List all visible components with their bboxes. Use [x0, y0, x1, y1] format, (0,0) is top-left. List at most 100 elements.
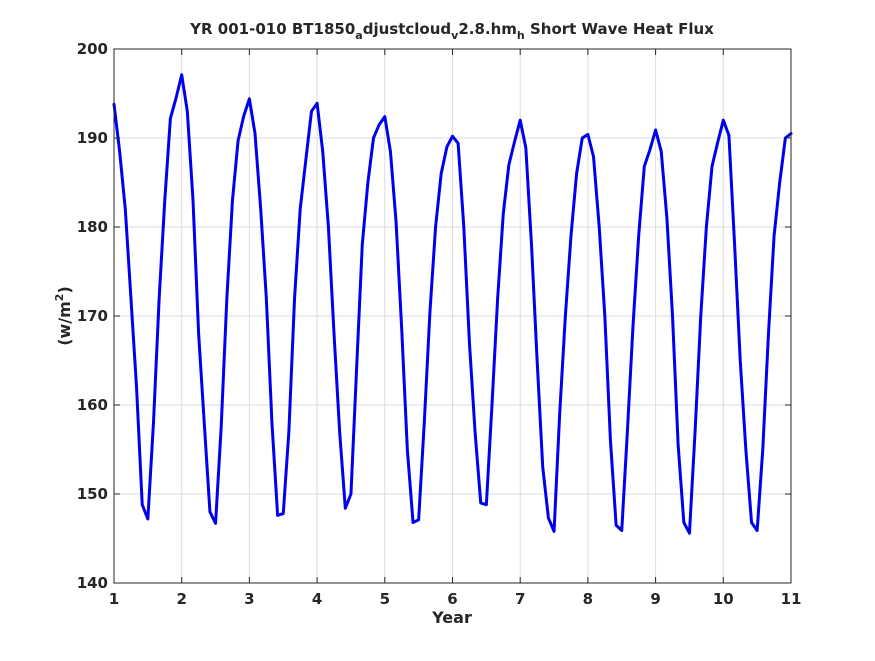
data-point	[479, 501, 482, 505]
data-point	[417, 518, 420, 522]
data-point	[722, 119, 725, 122]
data-point	[400, 328, 403, 331]
data-point	[411, 521, 415, 524]
y-tick-label: 160	[77, 396, 108, 414]
data-point	[389, 150, 392, 153]
data-point	[671, 314, 674, 318]
data-point	[767, 332, 770, 335]
data-point	[197, 332, 200, 335]
data-point	[265, 297, 268, 300]
x-axis-label: Year	[431, 608, 472, 627]
title-part-main: YR 001-010 BT1850	[189, 20, 355, 38]
data-point	[315, 102, 319, 105]
data-point	[344, 507, 347, 510]
data-point	[456, 142, 460, 145]
data-point	[490, 403, 494, 407]
data-point	[208, 510, 212, 513]
y-axis-label: (w/m2)	[53, 286, 74, 346]
y-axis-label-superscript: 2	[53, 294, 66, 302]
data-point	[219, 426, 223, 429]
data-point	[406, 448, 409, 451]
x-tick-label: 11	[781, 590, 802, 608]
data-point	[581, 136, 584, 140]
data-point	[361, 243, 364, 246]
title-part-djustcloud: djustcloud	[363, 20, 451, 38]
title-subscript-h: h	[517, 29, 525, 42]
data-point	[338, 430, 341, 433]
data-point	[366, 181, 370, 184]
data-point	[236, 139, 240, 142]
data-point	[665, 216, 669, 220]
data-point	[310, 110, 313, 113]
data-point	[225, 297, 229, 300]
data-point	[304, 159, 307, 162]
data-point	[620, 529, 623, 532]
data-point	[321, 150, 324, 153]
data-point	[660, 150, 663, 153]
title-part-variable: Short Wave Heat Flux	[525, 20, 714, 38]
data-point	[231, 199, 234, 202]
x-tick-label: 3	[244, 590, 254, 608]
data-point	[631, 323, 635, 327]
data-point	[287, 430, 291, 433]
data-point	[744, 448, 748, 451]
data-point	[530, 243, 533, 246]
data-point	[355, 368, 358, 371]
data-point	[739, 359, 742, 362]
data-point	[298, 208, 302, 211]
data-point	[372, 136, 375, 140]
data-point	[169, 117, 172, 120]
data-point	[186, 110, 189, 113]
y-tick-label: 140	[77, 574, 108, 592]
data-point	[242, 114, 245, 117]
data-point	[349, 492, 353, 496]
data-point	[688, 531, 691, 535]
data-point	[598, 225, 601, 229]
data-point	[129, 297, 133, 300]
data-point	[496, 297, 499, 300]
data-point	[332, 332, 336, 335]
data-point	[682, 521, 686, 524]
data-point	[383, 115, 386, 118]
data-point	[394, 221, 398, 224]
data-point	[146, 517, 150, 521]
data-point	[141, 503, 144, 506]
data-point	[643, 165, 646, 168]
data-point	[124, 208, 127, 211]
data-point	[293, 297, 296, 300]
x-tick-label: 5	[380, 590, 390, 608]
data-point	[575, 172, 578, 175]
data-point	[750, 521, 753, 524]
data-point	[519, 119, 522, 122]
y-tick-label: 150	[77, 485, 108, 503]
data-point	[485, 503, 488, 506]
data-point	[174, 96, 178, 100]
data-point	[163, 199, 166, 202]
data-point	[755, 529, 759, 532]
data-point	[733, 243, 736, 246]
tick-layer: 1 2 3 4 5 6 7 8 9 10 11 140 150 160 170 180 190 200	[77, 40, 802, 608]
data-point	[423, 421, 426, 424]
data-point	[654, 128, 657, 132]
y-tick-label: 200	[77, 40, 108, 58]
y-axis-label-text: (w/m	[55, 301, 74, 346]
data-point	[513, 140, 516, 143]
data-point	[547, 516, 550, 520]
data-point	[710, 165, 714, 168]
data-point	[428, 310, 432, 313]
data-point	[502, 212, 505, 215]
data-point	[778, 181, 781, 184]
x-tick-label: 2	[176, 590, 186, 608]
series-layer	[112, 73, 793, 535]
data-point	[592, 155, 595, 158]
data-point	[468, 341, 471, 344]
x-tick-label: 4	[312, 590, 322, 608]
data-point	[552, 530, 556, 533]
x-tick-label: 10	[713, 590, 734, 608]
data-point	[614, 523, 618, 527]
data-point	[203, 421, 206, 424]
y-tick-label: 190	[77, 129, 108, 147]
data-point	[699, 314, 702, 318]
data-point	[462, 225, 466, 229]
